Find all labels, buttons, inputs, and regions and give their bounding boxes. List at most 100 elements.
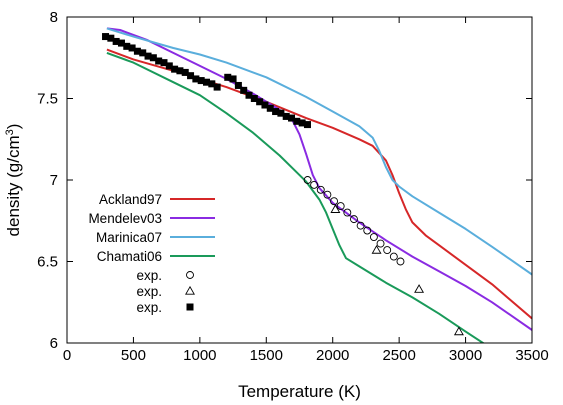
plot-frame [66,16,533,344]
exp-square-point [187,72,195,80]
x-tick-label: 2500 [382,347,415,364]
x-axis-title: Temperature (K) [238,382,361,401]
exp-square-point [203,78,210,86]
exp-square-point [303,121,311,129]
x-tick-label: 0 [63,347,71,364]
exp-square-point [107,34,115,42]
exp-square-point [197,77,205,85]
exp-circle-point [383,246,392,255]
x-tick-label: 500 [121,347,146,364]
legend-label: exp. [136,284,162,299]
series-mendelev03-1 [106,27,532,331]
exp-circle-point [376,239,385,248]
exp-square-point [149,54,157,62]
y-tick-labels: 6 6.5 7 7.5 8 [37,9,58,352]
exp-circle-point [363,226,372,235]
exp-square-point [192,75,200,83]
y-axis-title: density (g/cm3) [4,124,23,237]
exp-square-point [250,95,258,102]
y-axis-title-close: ) [4,124,23,130]
legend-label: Chamati06 [97,249,162,264]
exp-square-point [123,42,131,50]
exp-square-point [266,104,274,112]
exp-square-point [144,52,152,60]
exp-square-point [272,108,280,116]
legend-entry: exp. [136,284,195,299]
exp-square-point [282,112,290,120]
legend-label: Marinica07 [96,230,162,245]
x-tick-label: 1000 [183,347,216,364]
y-tick-label: 7 [50,172,58,189]
exp-square-point [240,86,248,94]
series-layer [102,27,532,343]
exp-circle-point [186,271,194,279]
legend: Ackland97 Mendelev03 Marinica07 Chamati06 ex… [88,192,215,315]
exp-circle-point [343,208,352,217]
x-tick-labels: 0 500 1000 1500 2000 2500 3000 3500 [63,347,549,364]
exp-square-point [102,33,110,41]
legend-entry: Ackland97 [99,192,215,207]
series-chamati06-3 [106,51,485,343]
exp-triangle-point [414,284,425,293]
exp-square-point [234,81,242,89]
series-exp-4 [303,176,405,266]
exp-square-point [213,83,221,91]
exp-circle-point [356,221,365,230]
exp-circle-point [303,176,312,184]
y-tick-label: 6 [50,335,58,352]
exp-square-point [256,98,264,106]
legend-label: exp. [136,300,162,315]
exp-square-point [186,303,194,311]
y-axis-title-main: density (g/cm [4,135,23,236]
exp-square-point [229,75,237,83]
legend-entry: Marinica07 [96,230,215,245]
exp-circle-point [336,202,345,211]
legend-label: Ackland97 [99,192,162,207]
exp-triangle-point [330,204,341,213]
y-tick-label: 8 [50,9,58,26]
exp-square-point [293,117,301,125]
exp-square-point [117,39,125,47]
exp-square-point [139,49,147,57]
x-tick-label: 2000 [316,347,349,364]
exp-square-point [181,68,189,76]
series-line [106,51,485,343]
legend-entry: Mendelev03 [88,211,215,226]
exp-circle-point [323,190,332,199]
exp-square-point [288,114,296,122]
x-tick-label: 3500 [515,347,548,364]
y-tick-label: 6.5 [37,254,58,271]
series-line [106,27,532,331]
exp-square-point [160,59,168,67]
exp-triangle-point [371,244,382,254]
y-tick-label: 7.5 [37,91,58,108]
exp-square-point [261,101,269,109]
exp-square-point [155,57,163,65]
exp-circle-point [316,185,325,194]
exp-square-point [165,62,173,70]
exp-square-point [208,80,216,88]
exp-circle-point [330,197,338,206]
legend-label: Mendelev03 [88,211,162,226]
exp-square-point [224,73,232,81]
exp-square-point [245,91,253,99]
exp-circle-point [310,180,319,189]
x-tick-label: 3000 [449,347,482,364]
exp-circle-point [369,233,378,242]
series-exp-6 [102,33,311,129]
exp-square-point [128,44,136,52]
series-ackland97-0 [106,48,532,320]
legend-entry: Chamati06 [97,249,215,264]
y-axis-title-sup: 3 [4,129,16,135]
legend-entry: exp. [136,300,194,315]
exp-square-point [112,37,120,45]
legend-label: exp. [136,268,162,283]
series-line [106,27,532,276]
exp-square-point [133,47,141,55]
x-tick-label: 1500 [250,347,283,364]
exp-square-point [298,119,306,127]
exp-square-point [176,67,184,75]
exp-square-point [171,65,179,73]
exp-circle-point [350,215,358,224]
